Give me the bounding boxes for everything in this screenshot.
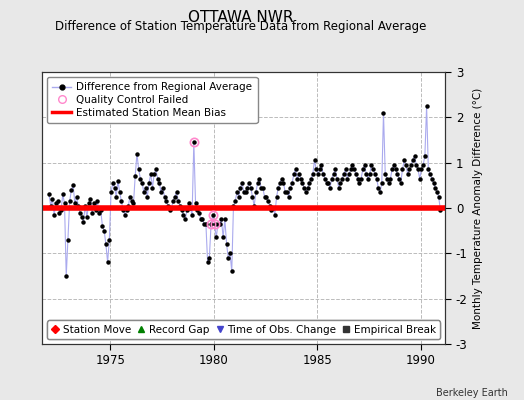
Y-axis label: Monthly Temperature Anomaly Difference (°C): Monthly Temperature Anomaly Difference (… <box>473 87 483 329</box>
Text: Difference of Station Temperature Data from Regional Average: Difference of Station Temperature Data f… <box>56 20 427 33</box>
Text: OTTAWA NWR: OTTAWA NWR <box>188 10 294 25</box>
Text: Berkeley Earth: Berkeley Earth <box>436 388 508 398</box>
Legend: Station Move, Record Gap, Time of Obs. Change, Empirical Break: Station Move, Record Gap, Time of Obs. C… <box>47 320 440 339</box>
